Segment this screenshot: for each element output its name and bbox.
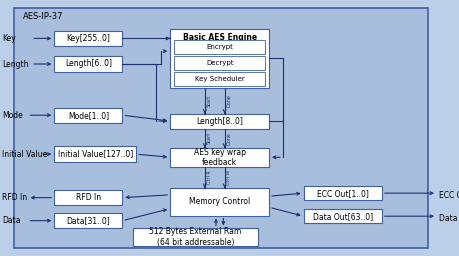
Text: Encrypt: Encrypt — [206, 44, 233, 50]
Bar — [174, 72, 265, 86]
Bar — [54, 31, 122, 46]
Text: Initial Value[127..0]: Initial Value[127..0] — [57, 150, 133, 159]
Text: Length: Length — [2, 60, 29, 69]
Text: Mode[1..0]: Mode[1..0] — [67, 111, 109, 120]
Text: RFD In: RFD In — [76, 193, 101, 202]
Text: Key[255..0]: Key[255..0] — [66, 34, 110, 43]
Text: Key Scheduler: Key Scheduler — [194, 76, 244, 82]
Text: 512 Bytes External Ram
(64 bit addressable): 512 Bytes External Ram (64 bit addressab… — [149, 227, 241, 247]
Text: Start: Start — [206, 94, 211, 107]
Text: Start: Start — [206, 132, 211, 144]
Text: Ctrl W: Ctrl W — [226, 170, 231, 185]
Text: ECC Out[1..0]: ECC Out[1..0] — [316, 189, 368, 198]
Text: Ctrl R: Ctrl R — [206, 170, 211, 184]
Text: RFD In: RFD In — [2, 193, 28, 202]
Bar — [174, 56, 265, 70]
Text: Done: Done — [226, 132, 231, 145]
Bar — [54, 213, 122, 228]
Bar — [54, 146, 136, 162]
Text: Length[8..0]: Length[8..0] — [196, 116, 242, 126]
Text: Initial Value: Initial Value — [2, 150, 47, 159]
Text: Decrypt: Decrypt — [206, 60, 233, 66]
Bar — [170, 114, 269, 129]
Text: Key: Key — [2, 34, 16, 44]
Text: AES key wrap
feedback: AES key wrap feedback — [193, 148, 245, 167]
Text: Data[31..0]: Data[31..0] — [66, 216, 110, 225]
Bar — [303, 209, 381, 223]
Bar — [170, 29, 269, 88]
Text: Mode: Mode — [2, 111, 23, 120]
Text: Data Out: Data Out — [438, 214, 459, 223]
Bar — [54, 108, 122, 123]
Bar — [170, 148, 269, 167]
Text: ECC Out: ECC Out — [438, 190, 459, 200]
Bar — [54, 190, 122, 205]
Bar — [303, 186, 381, 200]
Text: Memory Control: Memory Control — [189, 197, 250, 206]
Bar — [54, 56, 122, 72]
Bar — [174, 40, 265, 54]
Bar — [133, 228, 257, 246]
Text: Data: Data — [2, 216, 21, 225]
Text: Data Out[63..0]: Data Out[63..0] — [312, 212, 372, 221]
Text: Length[6..0]: Length[6..0] — [65, 59, 112, 69]
Bar — [170, 188, 269, 216]
Text: Basic AES Engine: Basic AES Engine — [182, 33, 256, 42]
Text: AES-IP-37: AES-IP-37 — [23, 12, 63, 21]
Text: Done: Done — [226, 94, 231, 107]
